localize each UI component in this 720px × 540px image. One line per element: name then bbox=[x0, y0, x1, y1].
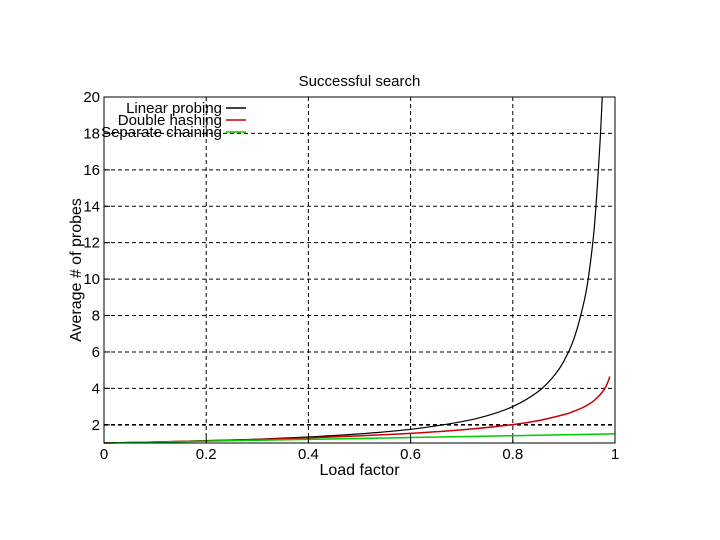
y-tick-label: 6 bbox=[92, 344, 100, 361]
legend-label-double-hashing: Double hashing bbox=[118, 112, 222, 129]
legend-label-linear-probing: Linear probing bbox=[126, 100, 222, 117]
chart-title: Successful search bbox=[299, 73, 421, 90]
series-linear-probing bbox=[103, 96, 603, 444]
series-double-hashing bbox=[103, 376, 611, 444]
x-axis-label: Load factor bbox=[319, 462, 400, 479]
y-tick-label: 18 bbox=[83, 125, 100, 142]
y-tick-label: 16 bbox=[83, 162, 100, 179]
y-tick-label: 10 bbox=[83, 271, 100, 288]
y-tick-label: 4 bbox=[92, 380, 100, 397]
x-tick-label: 0 bbox=[100, 446, 108, 463]
x-tick-label: 0.4 bbox=[298, 446, 319, 463]
plot-frame bbox=[103, 96, 616, 444]
y-axis-label: Average # of probes bbox=[68, 198, 85, 342]
series-separate-chaining bbox=[103, 433, 616, 444]
y-tick-label: 20 bbox=[83, 89, 100, 106]
y-tick-label: 14 bbox=[83, 198, 100, 215]
grid bbox=[104, 97, 615, 443]
series-layer bbox=[103, 96, 616, 444]
y-tick-label: 2 bbox=[92, 417, 100, 434]
x-tick-label: 0.6 bbox=[400, 446, 421, 463]
y-tick-label: 8 bbox=[92, 308, 100, 325]
legend-label-separate-chaining: Separate chaining bbox=[101, 124, 222, 141]
y-tick-label: 12 bbox=[83, 235, 100, 252]
x-tick-label: 0.2 bbox=[196, 446, 217, 463]
x-tick-label: 1 bbox=[611, 446, 619, 463]
x-tick-label: 0.8 bbox=[502, 446, 523, 463]
